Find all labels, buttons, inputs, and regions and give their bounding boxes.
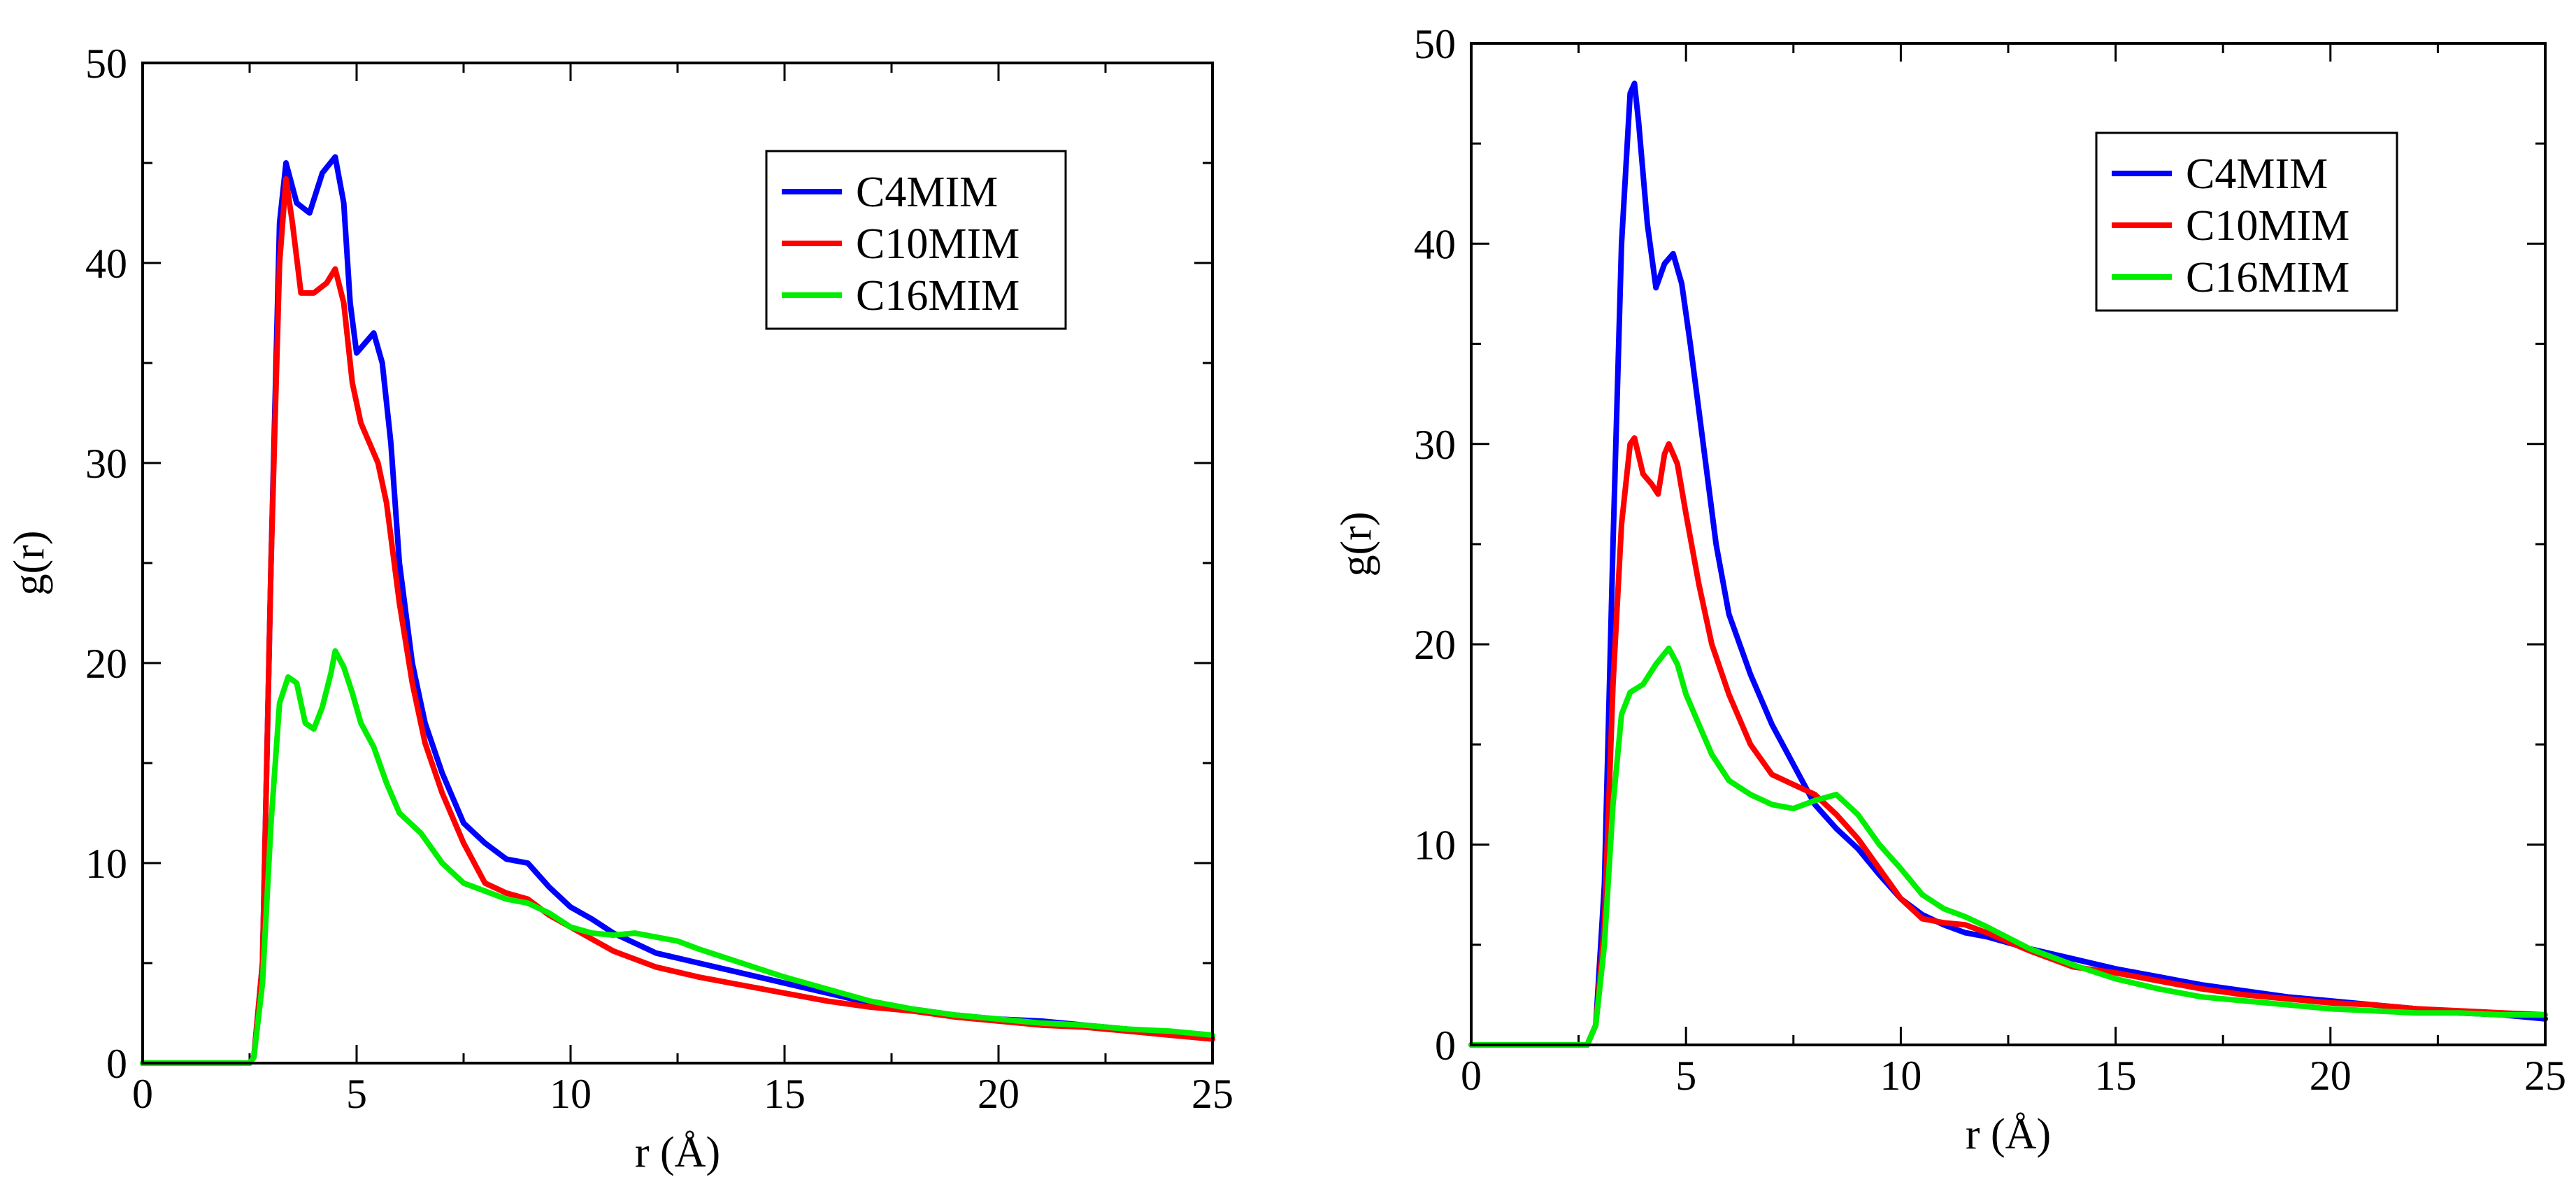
x-tick-label: 10 — [1880, 1053, 1922, 1099]
y-tick-label: 20 — [85, 641, 127, 687]
y-tick-label: 0 — [1435, 1023, 1456, 1069]
x-tick-label: 5 — [1675, 1053, 1696, 1099]
series-line-c10mim — [1468, 435, 2548, 1048]
y-tick-label: 40 — [85, 241, 127, 287]
y-tick-label: 30 — [85, 441, 127, 487]
x-tick-label: 25 — [1192, 1071, 1233, 1117]
y-axis-label: g(r) — [6, 531, 53, 596]
plot-frame — [1470, 42, 2547, 1046]
series-line-c10mim — [140, 176, 1215, 1066]
y-axis-label: g(r) — [1333, 512, 1380, 577]
legend-entry-label: C10MIM — [856, 220, 1019, 268]
x-tick-label: 15 — [2095, 1053, 2137, 1099]
x-tick-label: 0 — [1461, 1053, 1482, 1099]
x-tick-label: 10 — [550, 1071, 592, 1117]
series-line-c16mim — [1468, 645, 2548, 1048]
right-chart-panel: 0 5 10 15 20 25 0 10 20 30 40 50 r (Å) g(r) C4MIMC10MI… — [1333, 21, 2566, 1158]
series-line-c16mim — [140, 648, 1215, 1066]
y-tick-label: 10 — [85, 841, 127, 887]
legend-entry-label: C16MIM — [2186, 254, 2349, 301]
y-tick-label: 50 — [1414, 21, 1456, 67]
x-tick-label: 5 — [346, 1071, 367, 1117]
y-tick-label: 0 — [106, 1041, 127, 1087]
y-tick-label: 50 — [85, 41, 127, 87]
series-line-c4mim — [1468, 80, 2548, 1048]
legend-entry-label: C10MIM — [2186, 202, 2349, 250]
x-tick-label: 20 — [978, 1071, 1019, 1117]
x-axis-label: r (Å) — [1966, 1111, 2051, 1158]
legend-box — [765, 150, 1067, 330]
y-tick-label: 10 — [1414, 823, 1456, 869]
legend-entry-label: C4MIM — [856, 169, 998, 216]
legend-entry-label: C16MIM — [856, 272, 1019, 320]
left-chart-panel: 0 5 10 15 20 25 0 10 20 30 40 50 r (Å) g(r) C4MIMC10MI… — [6, 41, 1233, 1176]
x-axis-label: r (Å) — [635, 1129, 720, 1176]
x-tick-label: 15 — [764, 1071, 806, 1117]
legend-entry-label: C4MIM — [2186, 150, 2328, 198]
x-tick-label: 0 — [132, 1071, 153, 1117]
y-tick-label: 30 — [1414, 422, 1456, 468]
y-tick-label: 40 — [1414, 221, 1456, 267]
plot-frame — [141, 62, 1214, 1065]
x-tick-label: 20 — [2310, 1053, 2352, 1099]
legend-box — [2095, 131, 2398, 312]
y-tick-label: 20 — [1414, 622, 1456, 668]
x-tick-label: 25 — [2524, 1053, 2566, 1099]
